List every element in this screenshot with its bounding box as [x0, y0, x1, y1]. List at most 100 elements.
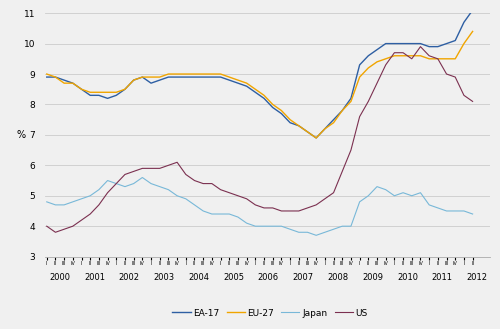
US — [313, 203, 319, 207]
Japan — [148, 182, 154, 186]
EU-27 — [244, 81, 250, 85]
EU-27 — [339, 109, 345, 113]
Text: 2000: 2000 — [50, 273, 70, 282]
EU-27 — [148, 75, 154, 79]
EU-27 — [287, 118, 293, 122]
Japan — [470, 212, 476, 216]
Japan — [156, 185, 162, 189]
Line: EU-27: EU-27 — [46, 31, 472, 138]
Line: EA-17: EA-17 — [46, 10, 472, 138]
Japan — [61, 203, 67, 207]
US — [348, 148, 354, 152]
EU-27 — [166, 72, 172, 76]
US — [235, 194, 241, 198]
EU-27 — [409, 54, 415, 58]
EU-27 — [140, 75, 145, 79]
US — [130, 169, 136, 173]
US — [461, 93, 467, 97]
EA-17 — [470, 8, 476, 12]
US — [322, 197, 328, 201]
US — [244, 197, 250, 201]
Japan — [270, 224, 276, 228]
EU-27 — [44, 72, 50, 76]
US — [470, 99, 476, 103]
EU-27 — [122, 87, 128, 91]
US — [192, 179, 198, 183]
EU-27 — [156, 75, 162, 79]
EU-27 — [114, 90, 119, 94]
Japan — [296, 230, 302, 234]
US — [426, 54, 432, 58]
Japan — [409, 194, 415, 198]
EA-17 — [218, 75, 224, 79]
Japan — [44, 200, 50, 204]
Japan — [226, 212, 232, 216]
Text: 2010: 2010 — [397, 273, 418, 282]
EU-27 — [96, 90, 102, 94]
EU-27 — [418, 54, 424, 58]
Japan — [287, 227, 293, 231]
US — [104, 191, 110, 195]
US — [156, 166, 162, 170]
EA-17 — [192, 75, 198, 79]
EA-17 — [366, 54, 372, 58]
EU-27 — [313, 136, 319, 140]
EA-17 — [270, 106, 276, 110]
US — [374, 81, 380, 85]
EU-27 — [322, 127, 328, 131]
Japan — [435, 206, 441, 210]
US — [392, 51, 398, 55]
Japan — [261, 224, 267, 228]
US — [252, 203, 258, 207]
Text: 2001: 2001 — [84, 273, 105, 282]
US — [287, 209, 293, 213]
EU-27 — [348, 99, 354, 103]
US — [444, 72, 450, 76]
US — [183, 172, 189, 176]
US — [44, 224, 50, 228]
Japan — [461, 209, 467, 213]
EA-17 — [52, 75, 59, 79]
Text: 2005: 2005 — [223, 273, 244, 282]
US — [52, 230, 59, 234]
EA-17 — [461, 20, 467, 24]
EU-27 — [296, 124, 302, 128]
EA-17 — [235, 81, 241, 85]
US — [122, 172, 128, 176]
EA-17 — [392, 41, 398, 45]
Japan — [209, 212, 215, 216]
EA-17 — [435, 45, 441, 49]
US — [226, 191, 232, 195]
Japan — [104, 179, 110, 183]
EA-17 — [61, 78, 67, 82]
Japan — [166, 188, 172, 191]
Line: Japan: Japan — [46, 178, 472, 235]
EA-17 — [322, 127, 328, 131]
US — [200, 182, 206, 186]
US — [61, 227, 67, 231]
EU-27 — [235, 78, 241, 82]
EA-17 — [287, 121, 293, 125]
US — [435, 57, 441, 61]
Japan — [78, 197, 84, 201]
US — [78, 218, 84, 222]
EU-27 — [218, 72, 224, 76]
Japan — [392, 194, 398, 198]
EU-27 — [392, 54, 398, 58]
Legend: EA-17, EU-27, Japan, US: EA-17, EU-27, Japan, US — [169, 305, 371, 321]
EA-17 — [278, 112, 284, 115]
Japan — [304, 230, 310, 234]
Japan — [183, 197, 189, 201]
Line: US: US — [46, 47, 472, 232]
EU-27 — [70, 81, 76, 85]
EA-17 — [209, 75, 215, 79]
Japan — [348, 224, 354, 228]
Japan — [235, 215, 241, 219]
Japan — [330, 227, 336, 231]
EA-17 — [122, 87, 128, 91]
EA-17 — [148, 81, 154, 85]
Text: 2012: 2012 — [466, 273, 487, 282]
Japan — [252, 224, 258, 228]
Japan — [374, 185, 380, 189]
EU-27 — [174, 72, 180, 76]
